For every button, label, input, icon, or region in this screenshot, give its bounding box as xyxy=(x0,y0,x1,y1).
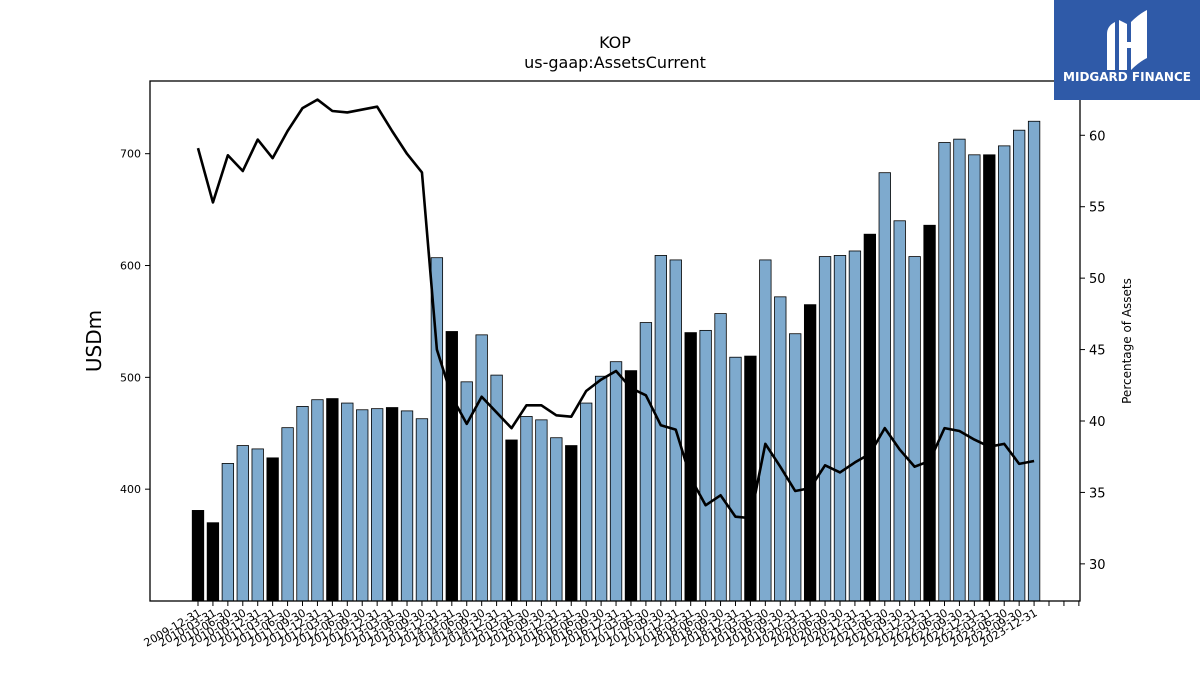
bar xyxy=(878,172,891,602)
bar xyxy=(654,255,667,602)
logo-text: MIDGARD FINANCE xyxy=(1063,70,1191,84)
bar xyxy=(759,259,772,602)
y2-tick-label: 35 xyxy=(1089,486,1106,501)
bar xyxy=(400,410,414,602)
bar xyxy=(848,250,862,602)
bar xyxy=(624,370,638,602)
bar xyxy=(968,154,981,602)
bar xyxy=(221,463,235,602)
bar xyxy=(520,416,533,602)
bar xyxy=(296,406,309,602)
bar xyxy=(415,418,429,602)
bar xyxy=(266,457,279,602)
bar xyxy=(983,154,996,602)
bar xyxy=(923,224,936,602)
plot-frame xyxy=(149,80,1081,602)
y-tick-label: 500 xyxy=(120,371,141,384)
y2-axis-ticks: 30 35 40 45 50 55 60 xyxy=(1080,129,1106,573)
bar xyxy=(803,304,817,602)
y2-tick-label: 45 xyxy=(1089,344,1106,359)
bar xyxy=(789,333,802,602)
bar xyxy=(744,355,757,602)
bar xyxy=(699,329,712,602)
bar xyxy=(535,419,548,602)
y-tick-label: 600 xyxy=(120,260,141,273)
bar xyxy=(1027,120,1041,602)
bar xyxy=(251,448,264,602)
bar xyxy=(729,356,742,602)
bar xyxy=(445,331,458,602)
logo-mark-icon xyxy=(1107,10,1147,70)
bar xyxy=(714,313,727,602)
bar xyxy=(938,142,951,602)
y-tick-label: 400 xyxy=(120,483,141,496)
bar xyxy=(550,437,563,602)
y2-tick-label: 60 xyxy=(1089,129,1106,144)
bar xyxy=(953,138,966,602)
bar xyxy=(609,361,623,602)
bar xyxy=(356,409,369,602)
chart-title: KOP xyxy=(599,33,631,52)
bar xyxy=(908,256,921,602)
bar xyxy=(580,402,593,602)
bar xyxy=(565,445,578,602)
bar xyxy=(863,233,876,602)
y-axis-label: USDm xyxy=(82,310,106,372)
bar xyxy=(371,408,384,602)
chart-subtitle: us-gaap:AssetsCurrent xyxy=(524,53,706,72)
bar xyxy=(385,407,399,602)
bar xyxy=(639,322,653,602)
bar xyxy=(1013,129,1026,602)
y-axis-ticks: 400 500 600 700 xyxy=(120,148,150,496)
y2-tick-label: 40 xyxy=(1089,415,1106,430)
y2-tick-label: 30 xyxy=(1089,558,1106,573)
y-tick-label: 700 xyxy=(120,148,141,161)
percentage-line xyxy=(196,98,1035,520)
midgard-finance-logo: MIDGARD FINANCE xyxy=(1054,0,1200,100)
bar xyxy=(236,445,249,602)
y2-tick-label: 50 xyxy=(1089,272,1106,287)
bar xyxy=(281,427,294,602)
bar xyxy=(505,439,518,602)
y2-tick-label: 55 xyxy=(1089,201,1106,216)
bar xyxy=(341,402,354,602)
bar xyxy=(311,399,324,602)
bars-layer xyxy=(191,120,1041,602)
bar xyxy=(893,220,906,602)
bar xyxy=(326,398,339,602)
bar xyxy=(833,255,847,602)
bar xyxy=(774,296,787,602)
bar xyxy=(206,522,220,602)
bar xyxy=(475,334,488,602)
bar xyxy=(191,510,205,602)
bar xyxy=(818,256,832,602)
bar xyxy=(998,145,1011,602)
y2-axis-label: Percentage of Assets xyxy=(1120,278,1134,404)
bar xyxy=(594,375,608,602)
line-layer xyxy=(196,98,1035,520)
x-axis-ticks: 2009-12-312010-03-312010-06-302010-09-30… xyxy=(142,601,1080,650)
